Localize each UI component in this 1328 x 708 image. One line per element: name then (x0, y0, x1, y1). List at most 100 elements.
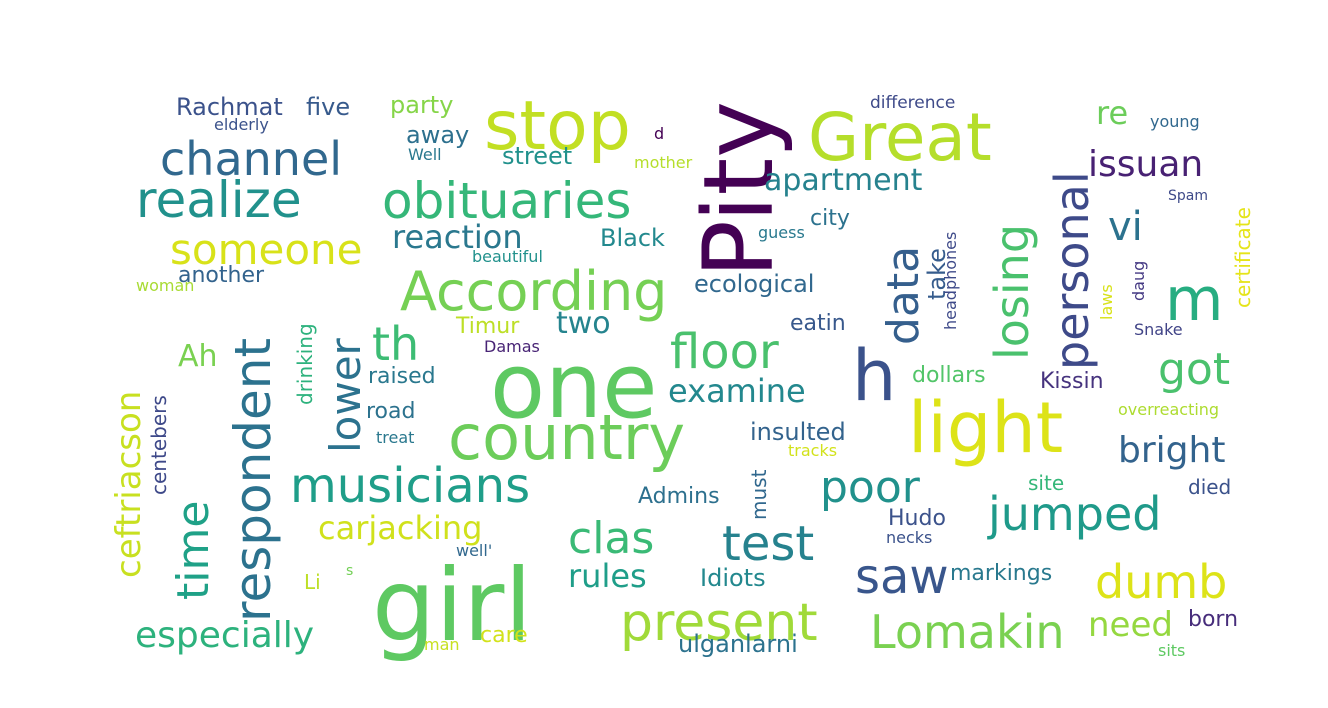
word-jumped: jumped (987, 487, 1161, 541)
word-issuan: issuan (1088, 144, 1203, 185)
word-certificate: certificate (1231, 207, 1255, 308)
word-m: m (1165, 265, 1223, 335)
word-died: died (1188, 475, 1231, 499)
word-one: one (490, 334, 657, 439)
word-personal: personal (1045, 171, 1099, 370)
word-s: s (346, 563, 353, 579)
word-musicians: musicians (290, 458, 530, 514)
word-data: data (878, 246, 929, 345)
word-ah: Ah (178, 339, 218, 374)
word-country: country (448, 401, 685, 474)
word-woman: woman (136, 276, 194, 295)
word-born: born (1188, 607, 1238, 632)
word-sits: sits (1158, 641, 1185, 660)
word-hudo: Hudo (888, 506, 946, 531)
word-spam: Spam (1168, 188, 1208, 204)
word-rules: rules (568, 557, 647, 595)
word-mother: mother (634, 153, 693, 172)
word-idiots: Idiots (700, 564, 766, 592)
word-clas: clas (568, 513, 654, 564)
word-re: re (1096, 94, 1128, 132)
word-insulted: insulted (750, 418, 846, 446)
word-especially: especially (135, 615, 314, 656)
word-man: man (424, 635, 460, 654)
word-ceftriacson: ceftriacson (109, 391, 149, 578)
word-great: Great (808, 99, 992, 176)
word-stop: stop (484, 87, 631, 166)
word-test: test (722, 516, 814, 572)
word-losing: losing (985, 224, 1039, 360)
word-well: Well (408, 145, 442, 164)
word-city: city (810, 206, 850, 231)
word-apartment: apartment (764, 163, 923, 198)
word-away: away (406, 121, 469, 149)
word-pity: Pity (683, 101, 795, 278)
word-another: another (178, 263, 265, 288)
word-eatin: eatin (790, 311, 846, 336)
word-take: take (923, 248, 951, 300)
word-difference: difference (870, 93, 955, 113)
word-carjacking: carjacking (318, 509, 482, 547)
word-damas: Damas (484, 337, 540, 356)
word-got: got (1158, 344, 1230, 395)
word-young: young (1150, 112, 1200, 131)
word-need: need (1088, 605, 1173, 645)
word-five: five (306, 93, 350, 121)
word-examine: examine (668, 372, 806, 410)
word-lomakin: Lomakin (870, 605, 1065, 659)
word-markings: markings (950, 561, 1052, 586)
word-site: site (1028, 471, 1064, 495)
word-obituaries: obituaries (382, 172, 631, 230)
word-raised: raised (368, 364, 436, 389)
word-two: two (556, 306, 611, 341)
word-care: care (480, 623, 528, 648)
word-elderly: elderly (214, 115, 269, 134)
word-must: must (747, 469, 771, 520)
word-snake: Snake (1134, 320, 1183, 339)
word-time: time (168, 501, 219, 600)
word-rachmat: Rachmat (176, 93, 283, 121)
word-street: street (502, 142, 572, 170)
word-centebers: centebers (147, 395, 171, 495)
word-realize: realize (136, 171, 302, 229)
word-th: th (372, 317, 419, 371)
word-well: well' (456, 541, 492, 560)
word-headphones: headphones (941, 232, 960, 330)
word-respondent: respondent (224, 338, 282, 622)
word-guess: guess (758, 223, 805, 242)
word-tracks: tracks (788, 441, 837, 460)
word-party: party (390, 91, 453, 119)
word-necks: necks (886, 528, 932, 547)
word-present: present (620, 593, 818, 653)
word-dollars: dollars (912, 363, 986, 388)
word-someone: someone (170, 225, 363, 274)
word-li: Li (304, 570, 321, 594)
word-saw: saw (855, 549, 949, 605)
word-ecological: ecological (694, 270, 814, 298)
word-channel: channel (160, 132, 342, 186)
word-ulganlarni: ulganlarni (678, 630, 798, 658)
word-reaction: reaction (392, 218, 523, 256)
word-light: light (908, 387, 1063, 469)
word-kissin: Kissin (1040, 369, 1104, 394)
word-laws: laws (1097, 284, 1116, 320)
word-timur: Timur (455, 314, 520, 339)
word-poor: poor (820, 462, 921, 513)
word-h: h (852, 335, 896, 417)
word-black: Black (600, 224, 665, 252)
word-lower: lower (321, 337, 370, 453)
word-daug: daug (1129, 261, 1148, 301)
word-vi: vi (1108, 204, 1143, 250)
word-bright: bright (1118, 430, 1225, 471)
word-drinking: drinking (293, 323, 317, 405)
word-according: According (400, 260, 667, 323)
word-road: road (366, 399, 415, 424)
word-overreacting: overreacting (1118, 400, 1219, 419)
word-d: d (654, 124, 664, 143)
word-girl: girl (372, 547, 532, 664)
word-beautiful: beautiful (472, 247, 543, 266)
word-dumb: dumb (1095, 555, 1227, 609)
word-admins: Admins (638, 484, 720, 509)
word-treat: treat (376, 428, 414, 447)
